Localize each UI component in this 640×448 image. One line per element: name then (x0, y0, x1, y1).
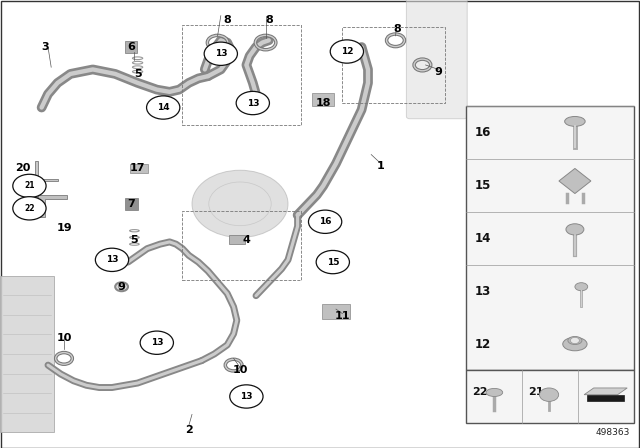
FancyBboxPatch shape (406, 0, 467, 119)
Text: 22: 22 (472, 387, 488, 396)
Text: 13: 13 (240, 392, 253, 401)
Circle shape (13, 174, 46, 198)
Text: 19: 19 (56, 224, 72, 233)
Text: 9: 9 (118, 282, 125, 292)
Text: 13: 13 (106, 255, 118, 264)
Circle shape (230, 385, 263, 408)
Text: 21: 21 (24, 181, 35, 190)
Text: 13: 13 (214, 49, 227, 58)
Text: 6: 6 (127, 42, 135, 52)
Text: 14: 14 (157, 103, 170, 112)
Text: 13: 13 (246, 99, 259, 108)
Text: 5: 5 (131, 235, 138, 245)
Text: 7: 7 (127, 199, 135, 209)
Text: 498363: 498363 (596, 428, 630, 437)
FancyBboxPatch shape (466, 106, 634, 370)
Polygon shape (588, 395, 624, 401)
Text: 18: 18 (316, 98, 331, 108)
Text: 15: 15 (326, 258, 339, 267)
Text: 15: 15 (474, 179, 491, 192)
Polygon shape (35, 161, 58, 197)
FancyBboxPatch shape (322, 304, 350, 319)
Text: 12: 12 (340, 47, 353, 56)
Text: 9: 9 (435, 67, 442, 77)
Text: 3: 3 (41, 42, 49, 52)
FancyBboxPatch shape (466, 370, 634, 423)
Circle shape (147, 96, 180, 119)
Circle shape (115, 282, 128, 291)
Text: 2: 2 (185, 425, 193, 435)
Ellipse shape (158, 96, 168, 99)
Text: 20: 20 (15, 163, 30, 173)
Text: 17: 17 (130, 163, 145, 173)
Text: 10: 10 (56, 333, 72, 343)
FancyBboxPatch shape (130, 164, 148, 173)
Bar (125, 198, 138, 210)
Circle shape (330, 40, 364, 63)
Ellipse shape (342, 52, 356, 60)
Text: 1: 1 (377, 161, 385, 171)
Text: 16: 16 (474, 126, 491, 139)
FancyBboxPatch shape (0, 276, 54, 432)
Bar (229, 235, 245, 244)
Circle shape (95, 248, 129, 271)
Text: 8: 8 (223, 15, 231, 25)
Text: 4: 4 (243, 235, 250, 245)
Polygon shape (38, 195, 67, 217)
Ellipse shape (192, 170, 288, 237)
Ellipse shape (563, 337, 587, 351)
Ellipse shape (540, 388, 559, 401)
Polygon shape (559, 168, 591, 194)
Ellipse shape (564, 116, 585, 126)
Text: 12: 12 (474, 337, 490, 351)
Text: 8: 8 (393, 24, 401, 34)
Circle shape (570, 337, 579, 344)
Circle shape (204, 42, 237, 65)
Text: 16: 16 (319, 217, 332, 226)
Text: 13: 13 (150, 338, 163, 347)
Text: 11: 11 (335, 311, 350, 321)
Ellipse shape (568, 336, 582, 345)
Text: 8: 8 (265, 15, 273, 25)
FancyBboxPatch shape (312, 93, 334, 106)
Text: 13: 13 (474, 284, 490, 298)
Bar (125, 41, 137, 52)
Text: 21: 21 (528, 387, 544, 396)
Polygon shape (584, 388, 627, 395)
Text: 5: 5 (134, 69, 141, 79)
Ellipse shape (566, 224, 584, 235)
Circle shape (308, 210, 342, 233)
Text: 14: 14 (474, 232, 491, 245)
Circle shape (13, 197, 46, 220)
Ellipse shape (575, 283, 588, 291)
Ellipse shape (486, 388, 502, 396)
Text: 10: 10 (232, 365, 248, 375)
Text: 22: 22 (24, 204, 35, 213)
Circle shape (236, 91, 269, 115)
Circle shape (316, 250, 349, 274)
Circle shape (140, 331, 173, 354)
